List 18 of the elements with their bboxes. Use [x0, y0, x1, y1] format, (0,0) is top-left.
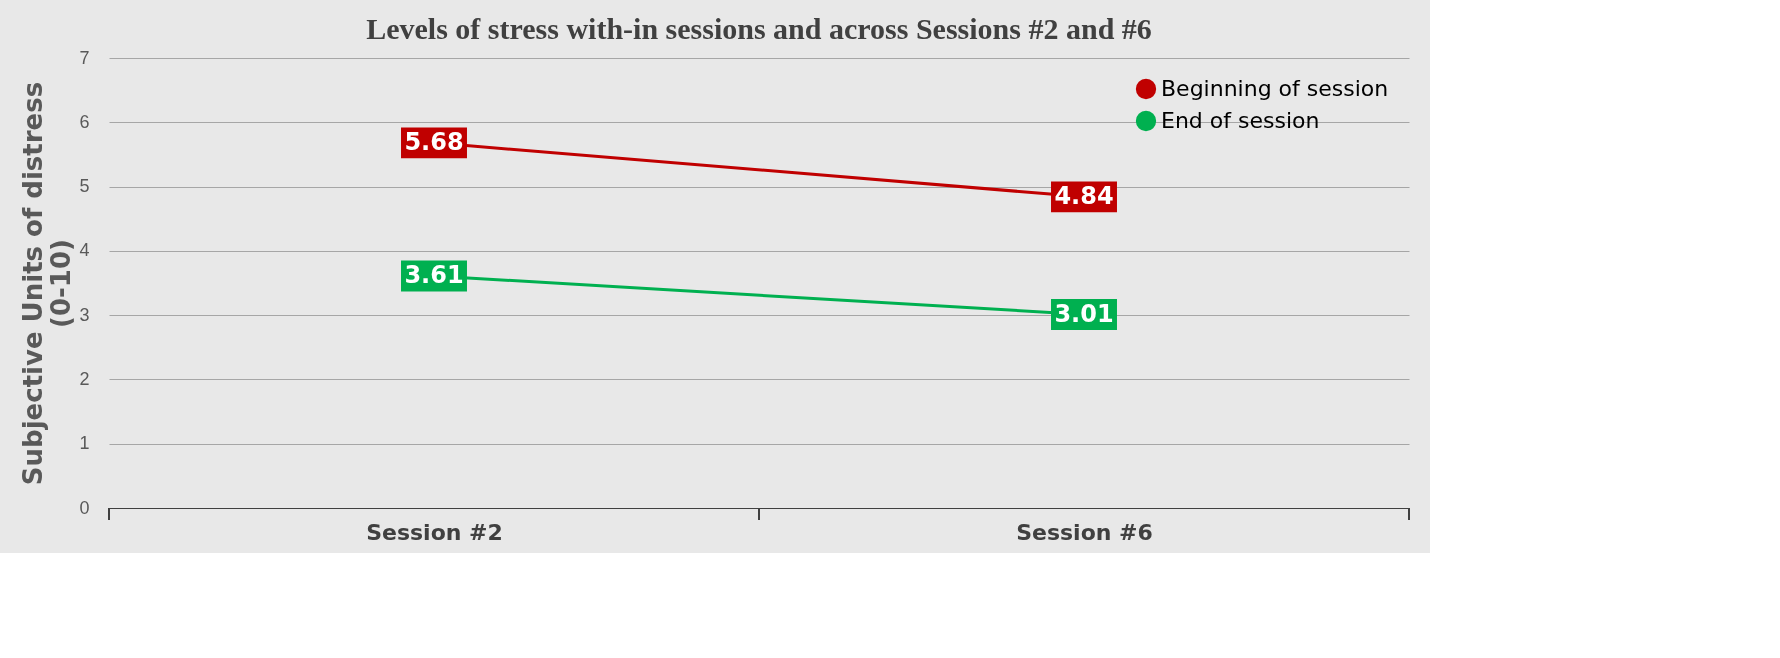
data-label: 3.61: [404, 260, 464, 289]
y-tick-label: 0: [79, 497, 90, 518]
legend-label: End of session: [1161, 108, 1320, 133]
y-tick-label: 7: [79, 47, 90, 68]
y-tick-label: 4: [79, 240, 90, 261]
legend-label: Beginning of session: [1161, 76, 1389, 101]
data-label: 4.84: [1054, 181, 1114, 210]
x-tick-label: Session #2: [366, 519, 503, 545]
chart-title: Levels of stress with-in sessions and across Sessions #2 and #6: [366, 12, 1152, 45]
x-tick-label: Session #6: [1016, 519, 1153, 545]
y-tick-label: 2: [79, 368, 90, 389]
y-tick-label: 3: [79, 304, 90, 325]
data-label: 5.68: [404, 127, 464, 156]
data-label: 3.01: [1054, 299, 1114, 328]
y-tick-label: 1: [79, 433, 90, 454]
y-tick-label: 5: [79, 176, 90, 197]
y-tick-label: 6: [79, 111, 90, 132]
y-axis-title: Subjective Units of distress (0-10): [18, 81, 77, 486]
